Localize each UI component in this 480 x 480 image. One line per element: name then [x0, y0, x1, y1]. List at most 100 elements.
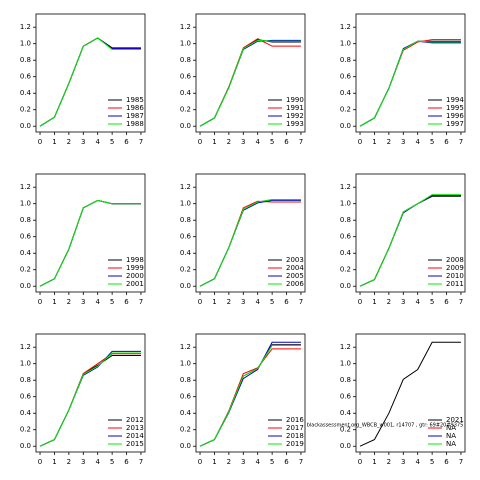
y-tick-label: 0.6 [340, 73, 352, 81]
plot-frame [355, 173, 466, 293]
y-tick-label: 1.2 [340, 343, 351, 351]
x-tick-label: 7 [139, 138, 143, 146]
y-tick-label: 0.4 [20, 409, 32, 417]
y-tick-label: 0.0 [180, 282, 191, 290]
x-tick-label: 5 [430, 458, 434, 466]
legend-label: NA [446, 424, 456, 432]
y-tick-label: 0.2 [340, 426, 351, 434]
legend-label: 2016 [286, 416, 304, 424]
x-tick-label: 4 [255, 298, 260, 306]
legend-label: 1990 [286, 96, 304, 104]
y-tick-label: 1.0 [340, 200, 351, 208]
y-tick-label: 1.2 [180, 343, 191, 351]
x-tick-label: 0 [38, 458, 42, 466]
legend-label: 2013 [126, 424, 144, 432]
x-tick-label: 3 [401, 298, 405, 306]
y-tick-label: 0.4 [340, 409, 352, 417]
legend-label: 2021 [446, 416, 464, 424]
x-tick-label: 5 [110, 298, 114, 306]
legend-label: 2008 [446, 256, 464, 264]
y-tick-label: 0.8 [340, 216, 351, 224]
x-tick-label: 1 [52, 458, 56, 466]
y-tick-label: 0.8 [180, 56, 191, 64]
x-tick-label: 3 [241, 138, 245, 146]
x-tick-label: 1 [372, 298, 376, 306]
x-tick-label: 7 [459, 298, 463, 306]
y-tick-label: 0.2 [20, 106, 31, 114]
x-tick-label: 4 [95, 458, 100, 466]
x-tick-label: 2 [67, 138, 71, 146]
y-tick-label: 0.6 [20, 393, 32, 401]
plot-frame [355, 333, 466, 453]
y-tick-label: 1.2 [180, 23, 191, 31]
y-tick-label: 1.2 [20, 23, 31, 31]
x-tick-label: 0 [38, 298, 42, 306]
x-tick-label: 7 [299, 298, 303, 306]
plot-frame [35, 13, 146, 133]
x-tick-label: 7 [459, 458, 463, 466]
legend-label: 2015 [126, 440, 144, 448]
x-tick-label: 1 [52, 298, 56, 306]
x-tick-label: 1 [212, 458, 216, 466]
x-tick-label: 7 [299, 138, 303, 146]
x-tick-label: 3 [241, 458, 245, 466]
x-tick-label: 3 [81, 298, 85, 306]
x-tick-label: 5 [430, 138, 434, 146]
legend-label: 2017 [286, 424, 304, 432]
x-tick-label: 0 [198, 458, 202, 466]
y-tick-label: 1.0 [180, 40, 191, 48]
x-tick-label: 4 [255, 138, 260, 146]
y-tick-label: 0.0 [340, 442, 351, 450]
x-tick-label: 5 [110, 458, 114, 466]
x-tick-label: 4 [415, 458, 420, 466]
legend-label: 2005 [286, 272, 304, 280]
x-tick-label: 3 [401, 458, 405, 466]
y-tick-label: 1.0 [180, 200, 191, 208]
x-tick-label: 0 [198, 298, 202, 306]
y-tick-label: 1.2 [20, 343, 31, 351]
legend-label: NA [446, 440, 456, 448]
legend-label: 1991 [286, 104, 304, 112]
plot-frame [35, 333, 146, 453]
legend-label: 2014 [126, 432, 144, 440]
y-tick-label: 0.2 [180, 266, 191, 274]
x-tick-label: 1 [372, 458, 376, 466]
legend-label: 2004 [286, 264, 304, 272]
y-tick-label: 1.0 [20, 40, 31, 48]
y-tick-label: 1.2 [340, 23, 351, 31]
y-tick-label: 1.0 [20, 200, 31, 208]
x-tick-label: 3 [401, 138, 405, 146]
x-tick-label: 0 [358, 298, 362, 306]
series-line [39, 37, 141, 127]
x-tick-label: 7 [459, 138, 463, 146]
x-tick-label: 1 [372, 138, 376, 146]
x-tick-label: 5 [270, 298, 274, 306]
x-tick-label: 0 [358, 138, 362, 146]
x-tick-label: 5 [110, 138, 114, 146]
y-tick-label: 0.4 [340, 89, 352, 97]
x-tick-label: 1 [52, 138, 56, 146]
y-tick-label: 0.6 [20, 73, 32, 81]
x-tick-label: 6 [284, 298, 289, 306]
y-tick-label: 0.4 [20, 249, 32, 257]
plot-frame [355, 13, 466, 133]
y-tick-label: 0.0 [20, 442, 31, 450]
legend-label: 2003 [286, 256, 304, 264]
x-tick-label: 3 [241, 298, 245, 306]
y-tick-label: 1.2 [340, 183, 351, 191]
legend-label: 1998 [126, 256, 144, 264]
y-tick-label: 0.2 [340, 106, 351, 114]
y-tick-label: 0.6 [340, 233, 352, 241]
legend-label: 1997 [446, 120, 464, 128]
series-line [199, 199, 301, 287]
y-tick-label: 0.6 [20, 233, 32, 241]
x-tick-label: 4 [95, 138, 100, 146]
legend-label: 2019 [286, 440, 304, 448]
x-tick-label: 4 [95, 298, 100, 306]
legend-label: 1996 [446, 112, 464, 120]
legend-label: 1993 [286, 120, 304, 128]
legend-label: 1992 [286, 112, 304, 120]
y-tick-label: 0.8 [20, 56, 31, 64]
plot-frame [195, 13, 306, 133]
y-tick-label: 0.8 [340, 56, 351, 64]
